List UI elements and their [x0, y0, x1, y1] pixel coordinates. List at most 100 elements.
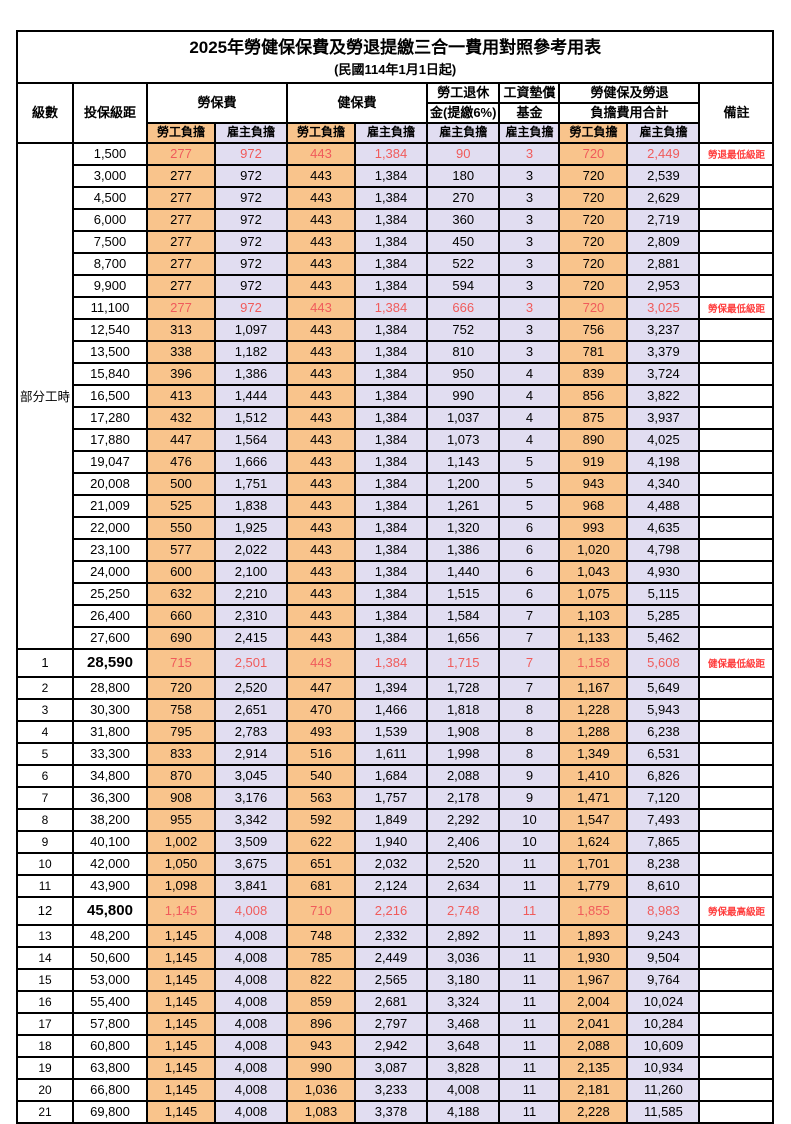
bracket-cell: 19,047 — [72, 449, 148, 474]
value-cell: 443 — [286, 515, 356, 540]
bracket-cell: 1,500 — [72, 141, 148, 166]
table-row: 19,047 476 1,666 443 1,384 1,143 5 919 4,198 — [17, 449, 775, 474]
value-cell: 4,008 — [425, 1077, 501, 1102]
remark-cell — [698, 449, 775, 474]
value-cell: 890 — [558, 427, 629, 452]
table-row: 17 57,800 1,145 4,008 896 2,797 3,468 11 2,041 10… — [16, 1011, 775, 1036]
value-cell: 4,008 — [214, 923, 288, 948]
value-cell: 1,098 — [146, 873, 216, 898]
level-cell: 18 — [16, 1033, 74, 1058]
table-row: 16 55,400 1,145 4,008 859 2,681 3,324 11 2,004 10… — [16, 989, 775, 1014]
value-cell: 1,930 — [558, 945, 629, 970]
value-cell: 1,818 — [425, 697, 501, 722]
value-cell: 3,180 — [425, 967, 501, 992]
value-cell: 833 — [146, 741, 216, 766]
value-cell: 1,384 — [354, 273, 428, 298]
value-cell: 752 — [425, 317, 501, 342]
value-cell: 822 — [286, 967, 356, 992]
table-row: 11 43,900 1,098 3,841 681 2,124 2,634 11 1,779 8,… — [16, 873, 775, 898]
value-cell: 1,384 — [354, 625, 428, 650]
value-cell: 2,881 — [626, 251, 701, 276]
value-cell: 1,715 — [425, 647, 501, 678]
value-cell: 972 — [214, 185, 288, 210]
value-cell: 2,135 — [558, 1055, 629, 1080]
value-cell: 577 — [146, 537, 216, 562]
value-cell: 493 — [286, 719, 356, 744]
value-cell: 3 — [498, 273, 561, 298]
value-cell: 525 — [146, 493, 216, 518]
value-cell: 11 — [498, 851, 561, 876]
value-cell: 1,133 — [558, 625, 629, 650]
bracket-cell: 20,008 — [72, 471, 148, 496]
table-row: 3 30,300 758 2,651 470 1,466 1,818 8 1,228 5,943 — [16, 697, 775, 722]
header-row-2: 金(提繳6%) 基金 負擔費用合計 — [17, 101, 773, 124]
value-cell: 470 — [286, 697, 356, 722]
value-cell: 550 — [146, 515, 216, 540]
table-row: 13,500 338 1,182 443 1,384 810 3 781 3,379 — [17, 339, 775, 364]
value-cell: 943 — [286, 1033, 356, 1058]
value-cell: 11,260 — [626, 1077, 701, 1102]
bracket-cell: 28,800 — [72, 675, 148, 700]
value-cell: 1,466 — [354, 697, 428, 722]
table-row: 21 69,800 1,145 4,008 1,083 3,378 4,188 11 2,228… — [16, 1099, 775, 1124]
value-cell: 4,930 — [626, 559, 701, 584]
value-cell: 720 — [558, 163, 629, 188]
value-cell: 1,967 — [558, 967, 629, 992]
table-row: 10 42,000 1,050 3,675 651 2,032 2,520 11 1,701 8,… — [16, 851, 775, 876]
value-cell: 3 — [498, 295, 561, 320]
value-cell: 1,145 — [146, 1011, 216, 1036]
value-cell: 2,310 — [214, 603, 288, 628]
value-cell: 1,103 — [558, 603, 629, 628]
value-cell: 8,238 — [626, 851, 701, 876]
value-cell: 443 — [286, 185, 356, 210]
value-cell: 1,200 — [425, 471, 501, 496]
value-cell: 1,384 — [354, 361, 428, 386]
value-cell: 11 — [498, 989, 561, 1014]
value-cell: 11 — [498, 873, 561, 898]
bracket-cell: 30,300 — [72, 697, 148, 722]
value-cell: 600 — [146, 559, 216, 584]
level-cell: 20 — [16, 1077, 74, 1102]
col-header-total-line2: 負擔費用合計 — [558, 101, 701, 124]
value-cell: 3,233 — [354, 1077, 428, 1102]
remark-cell — [698, 1033, 775, 1058]
value-cell: 7,865 — [626, 829, 701, 854]
bracket-cell: 13,500 — [72, 339, 148, 364]
value-cell: 1,384 — [354, 493, 428, 518]
value-cell: 3,648 — [425, 1033, 501, 1058]
value-cell: 2,914 — [214, 741, 288, 766]
value-cell: 443 — [286, 229, 356, 254]
value-cell: 795 — [146, 719, 216, 744]
level-cell: 2 — [16, 675, 74, 700]
value-cell: 5 — [498, 493, 561, 518]
value-cell: 972 — [214, 273, 288, 298]
value-cell: 1,384 — [354, 251, 428, 276]
value-cell: 2,088 — [558, 1033, 629, 1058]
table-row: 12 45,800 1,145 4,008 710 2,216 2,748 11 1,855 8,… — [16, 895, 775, 926]
value-cell: 8 — [498, 719, 561, 744]
value-cell: 720 — [146, 675, 216, 700]
value-cell: 1,002 — [146, 829, 216, 854]
value-cell: 11 — [498, 1099, 561, 1124]
table-row: 25,250 632 2,210 443 1,384 1,515 6 1,075 5,115 — [17, 581, 775, 606]
value-cell: 2,748 — [425, 895, 501, 926]
table-row: 16,500 413 1,444 443 1,384 990 4 856 3,822 — [17, 383, 775, 408]
value-cell: 1,075 — [558, 581, 629, 606]
value-cell: 443 — [286, 493, 356, 518]
value-cell: 11,585 — [626, 1099, 701, 1124]
bracket-cell: 6,000 — [72, 207, 148, 232]
value-cell: 1,320 — [425, 515, 501, 540]
value-cell: 3,937 — [626, 405, 701, 430]
remark-cell — [698, 741, 775, 766]
value-cell: 4,008 — [214, 1055, 288, 1080]
value-cell: 4,488 — [626, 493, 701, 518]
value-cell: 1,145 — [146, 1099, 216, 1124]
value-cell: 1,410 — [558, 763, 629, 788]
bracket-cell: 17,280 — [72, 405, 148, 430]
value-cell: 3 — [498, 317, 561, 342]
value-cell: 943 — [558, 471, 629, 496]
header-row-3: 勞工負擔 雇主負擔 勞工負擔 雇主負擔 雇主負擔 雇主負擔 勞工負擔 雇主負擔 — [17, 121, 773, 144]
value-cell: 1,584 — [425, 603, 501, 628]
value-cell: 1,998 — [425, 741, 501, 766]
remark-cell — [698, 1077, 775, 1102]
